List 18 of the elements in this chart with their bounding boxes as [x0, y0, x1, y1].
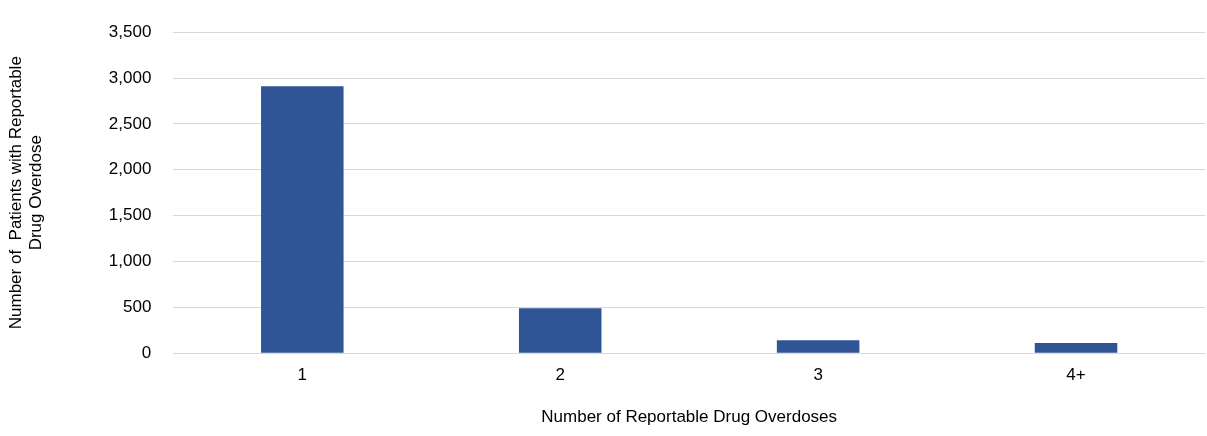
y-tick-label: 2,000 — [108, 159, 152, 179]
x-tick-label: 1 — [297, 365, 308, 385]
bar — [776, 340, 860, 353]
y-axis-title: Number of Patients with Reportable Drug Overdose — [5, 56, 46, 330]
y-tick-label: 3,500 — [108, 21, 152, 41]
y-tick-label: 0 — [141, 342, 152, 362]
y-tick-label: 1,000 — [108, 251, 152, 271]
bar — [518, 308, 602, 353]
x-axis-title: Number of Reportable Drug Overdoses — [541, 407, 838, 427]
x-tick-label: 4+ — [1066, 365, 1086, 385]
y-tick-label: 1,500 — [108, 205, 152, 225]
y-tick-label: 3,000 — [108, 67, 152, 87]
x-tick-label: 3 — [813, 365, 823, 385]
y-tick-label: 2,500 — [108, 113, 152, 133]
x-tick-label: 2 — [555, 365, 565, 385]
y-tick-label: 500 — [122, 297, 152, 317]
bar — [261, 86, 344, 353]
bar — [1034, 343, 1118, 353]
